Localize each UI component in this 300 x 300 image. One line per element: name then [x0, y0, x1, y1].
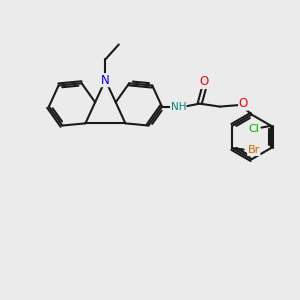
- Text: O: O: [200, 75, 209, 88]
- Text: Br: Br: [248, 146, 260, 155]
- Text: Cl: Cl: [249, 124, 260, 134]
- Text: O: O: [239, 97, 248, 110]
- Text: NH: NH: [170, 102, 186, 112]
- Text: N: N: [101, 74, 110, 87]
